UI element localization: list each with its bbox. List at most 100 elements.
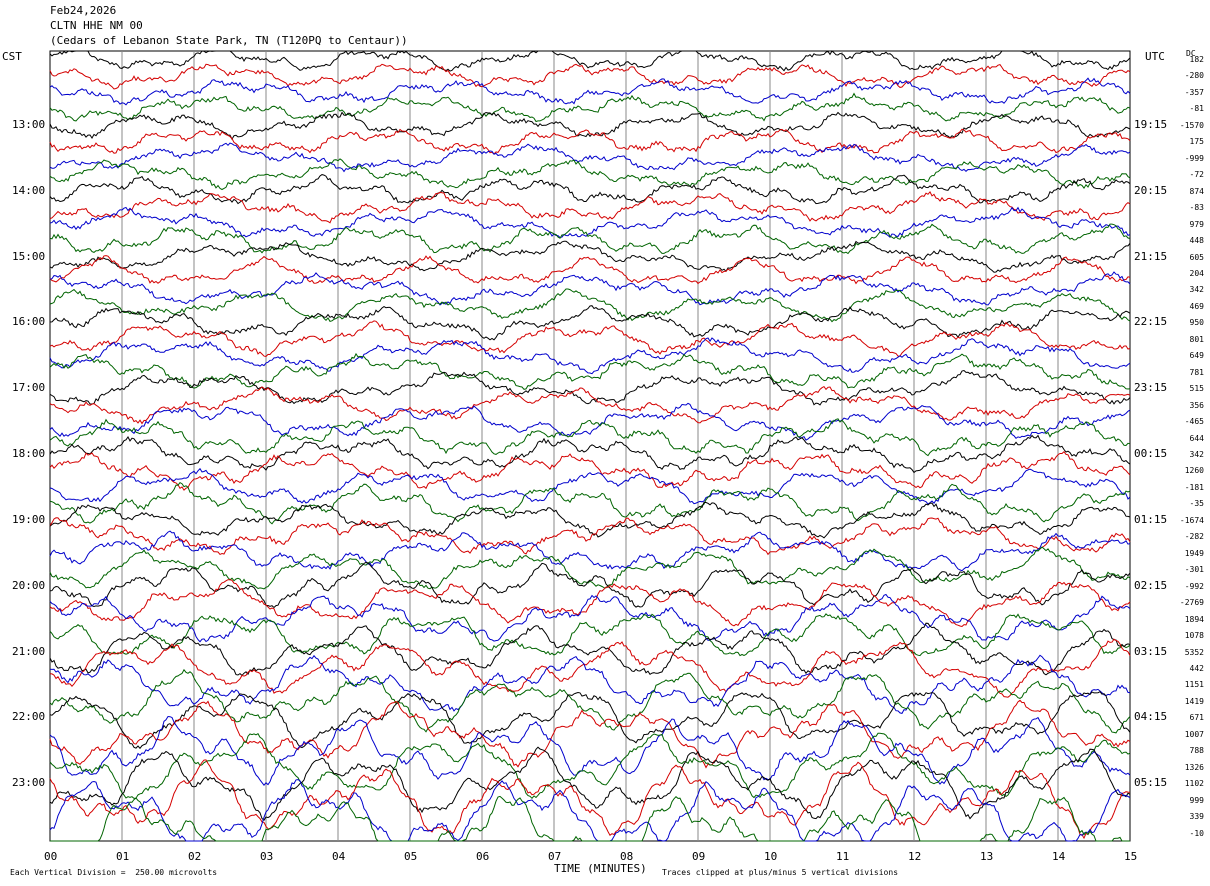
trace-line xyxy=(49,418,1131,457)
trace-line xyxy=(49,352,1131,390)
cst-hour-label: 21:00 xyxy=(12,644,46,658)
dc-offset-label: -280 xyxy=(1184,71,1204,81)
trace-line xyxy=(49,715,1131,787)
x-tick-label: 05 xyxy=(404,850,418,863)
dc-offset-label: 204 xyxy=(1189,268,1204,278)
dc-offset-label: 644 xyxy=(1189,433,1204,443)
scale-note: Each Vertical Division = 250.00 microvol… xyxy=(10,868,218,877)
dc-offset-label: -282 xyxy=(1184,532,1204,542)
trace-line xyxy=(49,517,1131,556)
dc-offset-label: 448 xyxy=(1189,236,1204,246)
trace-line xyxy=(49,142,1131,173)
station-label: CLTN HHE NM 00 xyxy=(50,19,143,32)
dc-offset-label: -35 xyxy=(1189,499,1204,509)
trace-line xyxy=(49,255,1131,285)
trace-line xyxy=(49,699,1131,769)
trace-line xyxy=(49,385,1131,425)
trace-line xyxy=(49,501,1131,539)
dc-offset-label: 1102 xyxy=(1184,779,1204,789)
trace-line xyxy=(49,434,1131,474)
clip-note: Traces clipped at plus/minus 5 vertical … xyxy=(662,868,899,877)
x-tick-label: 04 xyxy=(332,850,346,863)
cst-hour-label: 18:00 xyxy=(12,447,46,460)
x-tick-label: 14 xyxy=(1052,850,1066,863)
trace-line xyxy=(49,63,1131,90)
trace-line xyxy=(49,288,1131,323)
dc-offset-label: 1260 xyxy=(1184,466,1204,476)
trace-line xyxy=(49,92,1131,123)
dc-offset-label: -81 xyxy=(1189,104,1204,114)
dc-offset-label: 342 xyxy=(1189,285,1204,295)
right-timezone-label: UTC xyxy=(1145,50,1165,63)
trace-line xyxy=(49,402,1131,441)
dc-offset-label: 1007 xyxy=(1184,729,1204,739)
trace-line xyxy=(49,174,1131,205)
dc-offset-label: 1151 xyxy=(1184,680,1204,690)
trace-line xyxy=(49,111,1131,141)
utc-hour-label: 03:15 xyxy=(1134,644,1168,658)
utc-hour-label: 04:15 xyxy=(1134,710,1168,724)
utc-hour-label: 05:15 xyxy=(1134,776,1168,790)
trace-line xyxy=(49,654,1131,714)
x-tick-label: 06 xyxy=(476,850,490,863)
dc-header-label: DC xyxy=(1186,49,1196,58)
dc-offset-label: 788 xyxy=(1189,746,1204,756)
trace-line xyxy=(49,158,1131,191)
dc-offset-label: 649 xyxy=(1189,351,1204,361)
trace-line xyxy=(49,305,1131,341)
dc-offset-label: 469 xyxy=(1189,301,1204,311)
trace-line xyxy=(49,128,1131,155)
trace-line xyxy=(49,561,1131,609)
dc-offset-label: 979 xyxy=(1189,219,1204,229)
trace-line xyxy=(49,481,1131,525)
dc-offset-label: -465 xyxy=(1184,417,1204,427)
dc-offset-label: 1419 xyxy=(1184,696,1204,706)
dc-offset-label: 342 xyxy=(1189,450,1204,459)
dc-offset-label: 999 xyxy=(1189,795,1204,805)
trace-line xyxy=(49,467,1131,505)
dc-offset-label: 515 xyxy=(1189,384,1204,394)
trace-line xyxy=(49,337,1131,375)
x-tick-label: 08 xyxy=(620,850,634,863)
trace-line xyxy=(49,450,1131,491)
x-tick-label: 03 xyxy=(260,850,274,863)
cst-hour-label: 20:00 xyxy=(12,578,46,592)
trace-line xyxy=(49,613,1131,657)
trace-line xyxy=(49,622,1131,677)
cst-hour-label: 13:00 xyxy=(12,117,46,131)
trace-line xyxy=(49,638,1131,698)
dc-offset-label: -301 xyxy=(1184,565,1204,575)
dc-offset-label: -992 xyxy=(1184,581,1204,591)
trace-line xyxy=(49,240,1131,273)
trace-line xyxy=(49,691,1131,750)
utc-hour-label: 19:15 xyxy=(1134,117,1168,131)
location-label: (Cedars of Lebanon State Park, TN (T120P… xyxy=(50,34,408,47)
dc-offset-label: -2769 xyxy=(1179,598,1204,608)
dc-offset-label: 356 xyxy=(1189,400,1204,410)
left-timezone-label: CST xyxy=(2,50,22,63)
dc-offset-label: 781 xyxy=(1189,367,1204,377)
utc-hour-label: 01:15 xyxy=(1134,512,1168,526)
trace-line xyxy=(49,732,1131,800)
trace-line xyxy=(49,668,1131,734)
dc-offset-label: -10 xyxy=(1189,828,1204,838)
dc-offset-label: 1949 xyxy=(1184,548,1204,558)
x-tick-label: 13 xyxy=(980,850,994,863)
trace-line xyxy=(49,50,1131,72)
x-tick-label: 11 xyxy=(836,850,850,863)
dc-offset-label: -1674 xyxy=(1179,515,1204,525)
trace-line xyxy=(49,190,1131,224)
utc-hour-label: 21:15 xyxy=(1134,249,1168,263)
utc-hour-label: 02:15 xyxy=(1134,578,1168,592)
x-tick-label: 00 xyxy=(44,850,58,863)
cst-hour-label: 23:00 xyxy=(12,776,46,790)
dc-offset-label: 950 xyxy=(1189,318,1204,328)
trace-line xyxy=(49,369,1131,406)
dc-offset-label: 442 xyxy=(1189,663,1204,673)
trace-line xyxy=(49,206,1131,239)
cst-hour-label: 17:00 xyxy=(12,381,46,395)
dc-offset-label: -999 xyxy=(1184,153,1204,163)
dc-offset-label: -181 xyxy=(1184,482,1204,492)
trace-line xyxy=(49,223,1131,255)
